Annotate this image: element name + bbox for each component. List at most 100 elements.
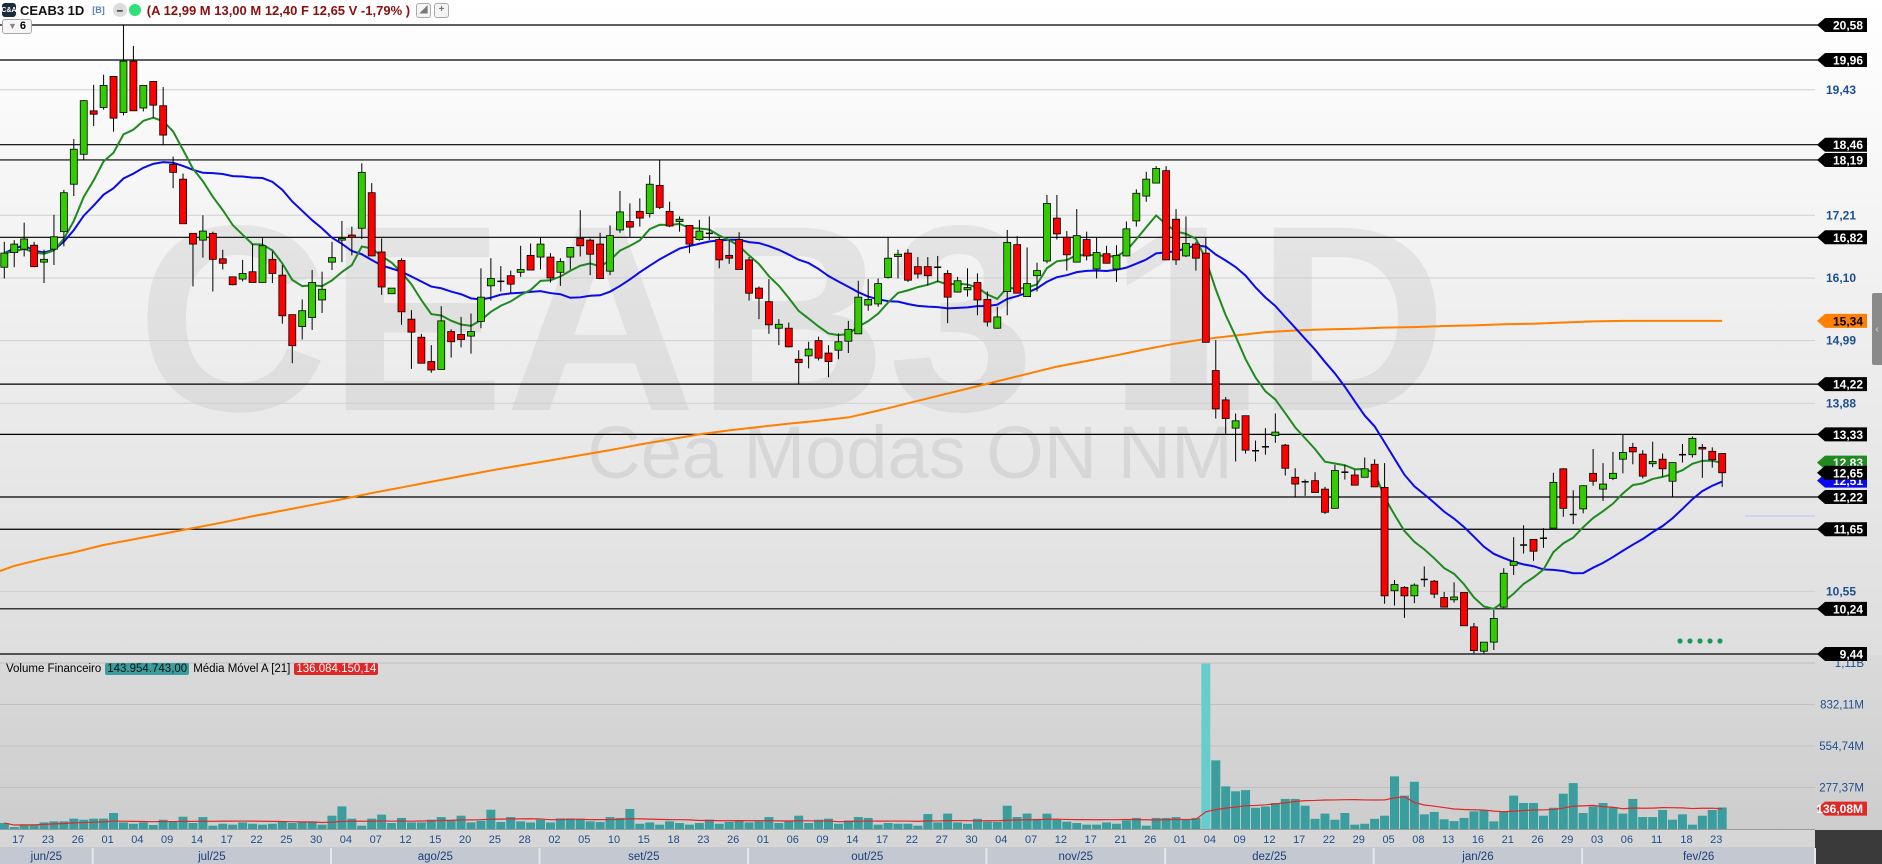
volume-bar [138, 822, 148, 829]
volume-bar [1479, 810, 1489, 829]
candle-down [248, 271, 257, 283]
candle-down [268, 258, 277, 274]
symbol-title[interactable]: CEAB3 1D [20, 2, 85, 18]
candle-up [993, 316, 1002, 329]
side-panel-toggle[interactable]: ‹ [1872, 293, 1882, 365]
volume-bar [784, 821, 794, 829]
date-tick-label: 17 [876, 834, 888, 846]
volume-bar [118, 822, 128, 829]
candle-down [367, 192, 376, 257]
candle-up [804, 348, 813, 357]
volume-bar [1290, 798, 1300, 829]
candle-down [1638, 453, 1647, 477]
candle-up [1390, 584, 1399, 592]
date-tick-label: 25 [280, 834, 292, 846]
candle-up [20, 238, 29, 250]
candle-up [1092, 252, 1101, 270]
periods-dropdown[interactable]: ▼ 6 [2, 19, 33, 34]
date-tick-label: 01 [101, 834, 113, 846]
date-tick-label: 09 [161, 834, 173, 846]
volume-bar [1141, 825, 1151, 829]
candle-up [834, 341, 843, 351]
volume-bar [833, 823, 843, 829]
volume-bar [1052, 819, 1062, 829]
candle-up [50, 236, 58, 250]
candle-up [884, 257, 892, 278]
minimize-icon[interactable]: – [112, 3, 127, 17]
candle-up [1182, 243, 1190, 257]
volume-bar [694, 823, 704, 829]
candle-down [288, 314, 297, 347]
volume-bar [1022, 813, 1032, 829]
volume-bar [1509, 795, 1519, 829]
volume-bar [257, 824, 267, 829]
volume-bar [1409, 781, 1419, 829]
candle-down [1013, 244, 1022, 294]
candle-down [1698, 446, 1707, 450]
candle-down [109, 75, 118, 119]
candle-down [1470, 626, 1478, 652]
candle-up [198, 230, 207, 241]
volume-bar [665, 821, 675, 829]
candle-down [1172, 218, 1180, 261]
candle-down [1380, 487, 1389, 597]
volume-bar [863, 817, 873, 829]
chart-header: C&A CEAB3 1D [B] – (A 12,99 M 13,00 M 12… [0, 0, 452, 20]
candle-up [1668, 462, 1677, 482]
volume-bar [1012, 817, 1022, 829]
volume-moving-average-line [4, 796, 1723, 826]
candle-up [874, 283, 883, 305]
volume-bar [1717, 807, 1727, 829]
volume-bar [605, 817, 615, 829]
volume-bar [1131, 817, 1141, 829]
candle-down [179, 178, 187, 225]
volume-bar [635, 823, 645, 829]
candle-down [1311, 480, 1319, 493]
volume-bar [1092, 824, 1102, 829]
add-indicator-button[interactable]: + [434, 2, 450, 18]
candle-up [953, 280, 962, 293]
volume-bar [1429, 811, 1439, 829]
volume-bar [79, 819, 89, 829]
date-tick-label: 17 [12, 834, 24, 846]
date-tick-label: 23 [697, 834, 709, 846]
candle-down [546, 256, 555, 279]
candle-up [40, 258, 48, 263]
volume-bar [1608, 807, 1618, 829]
volume-bar [1002, 805, 1012, 829]
candle-down [913, 266, 922, 275]
candle-up [1609, 472, 1617, 479]
volume-bar [1419, 814, 1429, 829]
candle-up [1003, 241, 1012, 292]
volume-bar [516, 821, 526, 829]
volume-bar [1558, 793, 1568, 829]
candle-up [1599, 483, 1607, 490]
candle-up [1112, 254, 1121, 270]
price-level-label: 10,24 [1833, 602, 1863, 616]
tool-menu-button[interactable]: ◢ [416, 2, 432, 18]
candle-down [1718, 453, 1727, 474]
volume-bar [1529, 802, 1539, 829]
volume-bar [337, 806, 347, 829]
volume-tick-label: 832,11M [1820, 700, 1864, 712]
candle-up [437, 320, 446, 370]
volume-legend: Volume Financeiro 143.954.743,00 Média M… [6, 663, 382, 675]
date-tick-label: 01 [1174, 834, 1186, 846]
candle-down [159, 105, 168, 136]
volume-bar [1250, 807, 1260, 829]
date-tick-label: 22 [250, 834, 262, 846]
candle-up [318, 288, 326, 301]
date-tick-label: 21 [1502, 834, 1514, 846]
volume-bar [1707, 810, 1717, 829]
volume-bar [1459, 817, 1469, 829]
candle-down [1430, 580, 1439, 595]
candle-down [715, 239, 724, 261]
volume-bar [1370, 818, 1380, 829]
signal-dot [1677, 638, 1683, 644]
price-level-label-bg [1817, 427, 1867, 442]
volume-bar [397, 817, 406, 829]
volume-bar [943, 813, 953, 829]
price-panel-background [0, 0, 1882, 655]
date-tick-label: 30 [965, 834, 977, 846]
